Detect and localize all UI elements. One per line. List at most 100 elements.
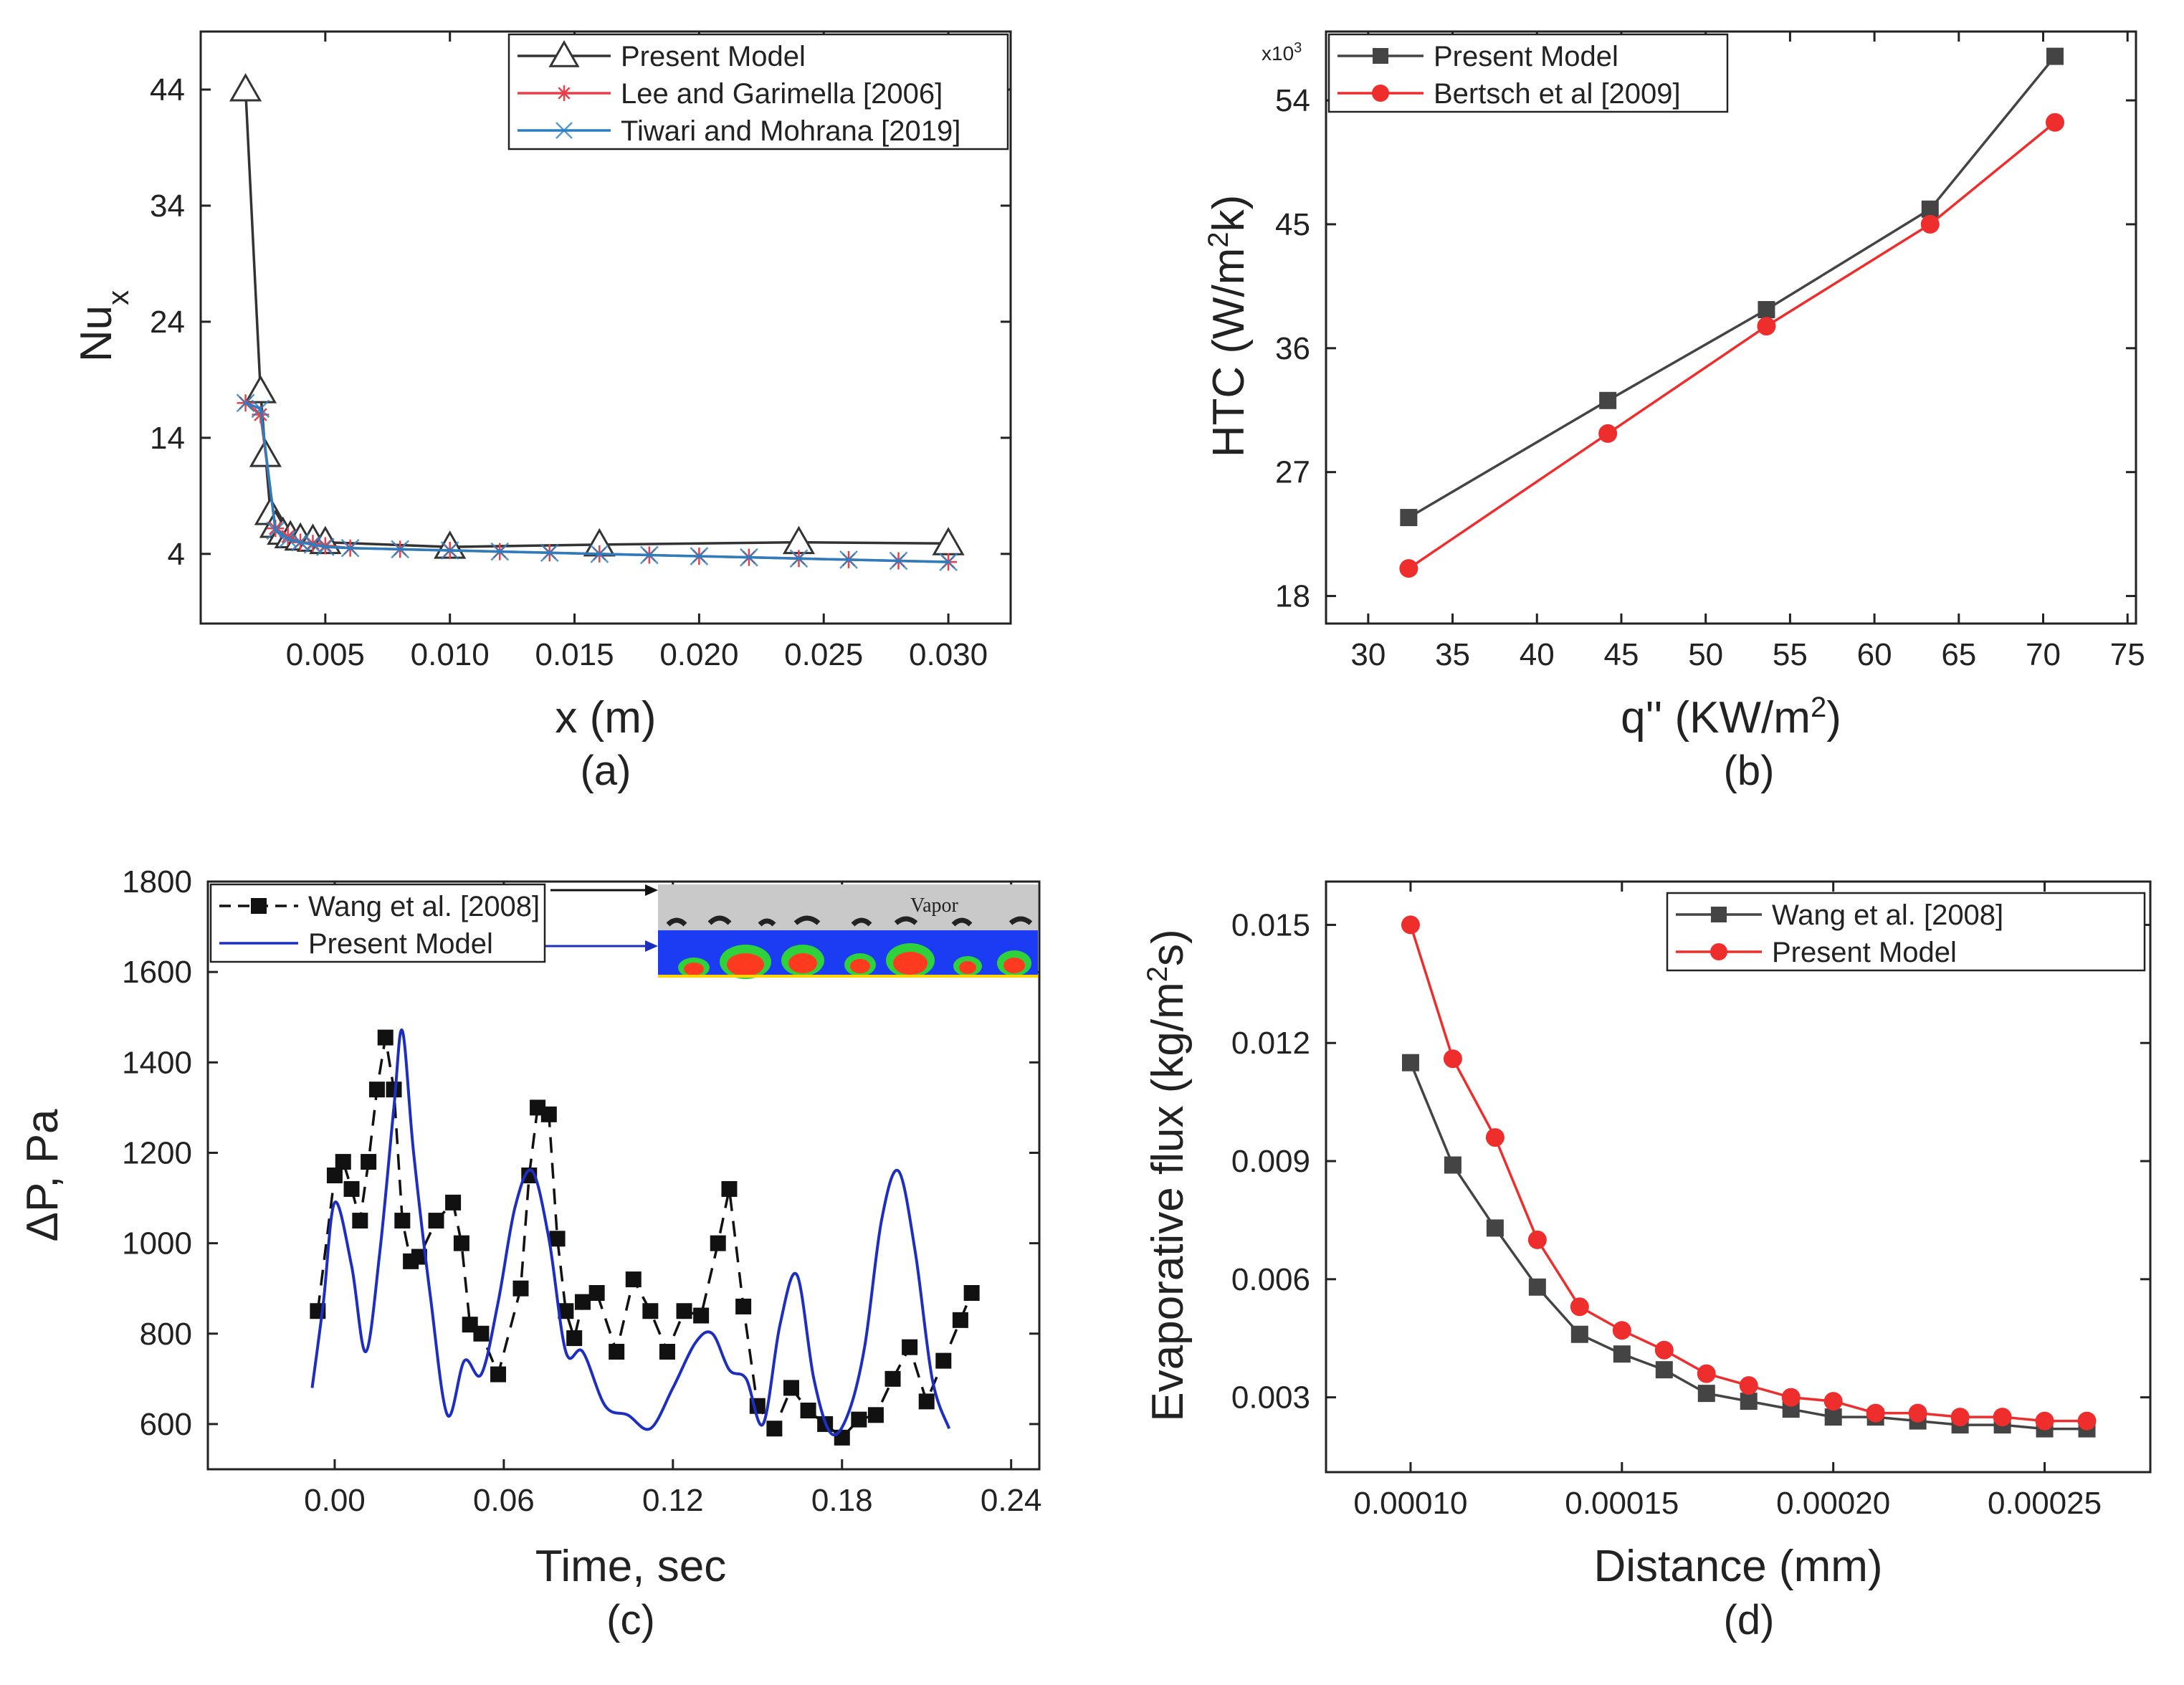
x-ticks-b: 30 35 40 45 50 55 60 65 70 75 — [1350, 32, 2145, 672]
data-point — [2035, 1411, 2054, 1431]
plot-area-a: 0.005 0.010 0.015 0.020 0.025 0.030 4 14 24 34 44 — [150, 30, 1012, 672]
legend-box-d — [1666, 892, 2146, 972]
legend-box-b — [1327, 33, 1729, 113]
y-ticks-a: 4 14 24 34 44 — [150, 72, 1011, 572]
y-axis-label-b-sup: 2 — [1203, 231, 1234, 247]
series-line — [310, 1028, 951, 1436]
chart-a: 0.005 0.010 0.015 0.020 0.025 0.030 4 14 24 34 44… — [72, 30, 1012, 794]
series-2 — [236, 393, 958, 572]
legend-d: Wang et al. [2008] Present Model — [1666, 892, 2146, 972]
plot-frame-c — [206, 880, 1041, 1471]
legend-items-a: Present Model Lee and Garimella [2006] Tiw… — [518, 39, 960, 147]
y-axis-label-a-main: Nu — [72, 305, 121, 362]
data-point — [867, 1407, 884, 1423]
x-tick-label: 35 — [1435, 637, 1470, 672]
chart-b: 30 35 40 45 50 55 60 65 70 75 18 27 36 45 54 x103 Pre… — [1203, 30, 2145, 794]
x-tick-label: 30 — [1350, 637, 1386, 672]
data-point — [1400, 509, 1418, 527]
inset-image-c: Vapor — [658, 884, 1038, 979]
data-point — [1697, 1364, 1716, 1383]
legend-label: Present Model — [1434, 41, 1618, 72]
data-point — [440, 541, 459, 560]
y-tick-label: 14 — [150, 421, 185, 456]
series-line — [244, 89, 949, 548]
inset-wall — [658, 975, 1038, 978]
legend-items-c: Wang et al. [2008] Present Model — [219, 891, 540, 960]
data-point — [251, 399, 270, 419]
x-ticks-d: 0.00010 0.00015 0.00020 0.00025 — [1353, 882, 2102, 1521]
y-tick-label: 1200 — [122, 1135, 192, 1170]
x-tick-label: 0.010 — [411, 637, 490, 672]
panel-label-c: (c) — [606, 1597, 655, 1643]
data-point — [428, 1213, 444, 1229]
y-tick-label: 34 — [150, 188, 185, 224]
series-line — [1409, 924, 2087, 1423]
x-tick-label: 0.00010 — [1353, 1486, 1467, 1521]
data-point — [386, 1082, 402, 1098]
legend-label: Bertsch et al [2009] — [1434, 78, 1681, 110]
legend-a: Present Model Lee and Garimella [2006] Tiw… — [507, 33, 1009, 151]
data-point — [278, 529, 297, 548]
x-tick-label: 60 — [1857, 637, 1892, 672]
y-tick-label: 27 — [1275, 455, 1310, 490]
chart-d: 0.00010 0.00015 0.00020 0.00025 0.0030.0060… — [1142, 880, 2152, 1643]
data-point — [735, 1298, 752, 1314]
data-point — [1570, 1297, 1589, 1317]
data-point — [566, 1330, 583, 1347]
series-group-b — [1399, 47, 2064, 578]
data-point — [490, 1366, 507, 1383]
data-point — [574, 1294, 591, 1310]
legend-label: Tiwari and Mohrana [2019] — [621, 115, 960, 147]
y-tick-label: 0.006 — [1231, 1262, 1310, 1297]
legend-marker — [1711, 907, 1727, 922]
data-point — [690, 547, 709, 565]
y-axis-label-b: HTC (W/m2k) — [1203, 195, 1254, 458]
legend-label: Present Model — [621, 41, 806, 72]
y-ticks-b: 18 27 36 45 54 — [1275, 83, 2136, 614]
y-tick-label: 0.012 — [1231, 1026, 1310, 1061]
x-tick-label: 0.24 — [981, 1483, 1042, 1518]
y-tick-label: 1400 — [122, 1045, 192, 1080]
data-point — [1654, 1340, 1674, 1360]
series-group-a — [229, 72, 965, 572]
data-point — [1908, 1403, 1927, 1423]
data-point — [963, 1285, 980, 1301]
y-tick-label: 0.015 — [1231, 907, 1310, 942]
y-multiplier-b: x103 — [1262, 40, 1302, 65]
inset-bubbles — [678, 943, 1031, 979]
data-point — [676, 1303, 692, 1319]
x-tick-label: 0.00015 — [1565, 1486, 1679, 1521]
y-ticks-d: 0.003 0.006 0.009 0.012 0.015 — [1231, 907, 2150, 1416]
data-point — [558, 1303, 574, 1319]
y-tick-label: 0.003 — [1231, 1380, 1310, 1416]
legend-box-c — [209, 883, 546, 963]
x-axis-label-b-sup: 2 — [1811, 692, 1826, 723]
series-line — [316, 1037, 973, 1440]
data-point — [783, 1380, 799, 1396]
data-point — [540, 543, 559, 563]
data-point — [490, 542, 510, 561]
legend-marker — [1373, 48, 1388, 64]
data-point — [279, 528, 297, 545]
data-point — [851, 1411, 867, 1428]
data-point — [1824, 1408, 1842, 1426]
data-point — [932, 527, 965, 555]
legend-label: Present Model — [308, 928, 493, 960]
y-axis-label-a: Nux — [72, 290, 135, 362]
data-point — [639, 545, 659, 565]
y-axis-label-d-sup: 2 — [1142, 966, 1173, 982]
data-point — [1443, 1049, 1462, 1069]
panel-label-b: (b) — [1724, 748, 1775, 794]
legend-marker — [548, 39, 580, 67]
x-ticks-c: 0.00 0.06 0.12 0.18 0.24 — [304, 882, 1041, 1518]
series-line — [1408, 121, 2056, 570]
data-point — [335, 1154, 351, 1170]
y-tick-label: 4 — [168, 537, 185, 572]
legend-c: Wang et al. [2008] Present Model — [209, 883, 546, 963]
data-point — [368, 1082, 385, 1098]
data-point — [1739, 1376, 1758, 1395]
plot-frame-a — [199, 30, 1012, 625]
data-point — [1612, 1321, 1631, 1340]
legend-marker — [1372, 85, 1389, 102]
data-point — [952, 1312, 968, 1328]
